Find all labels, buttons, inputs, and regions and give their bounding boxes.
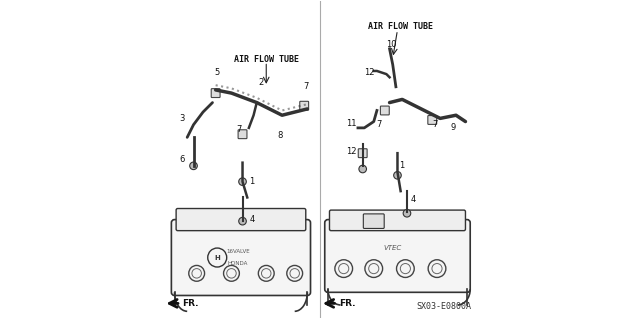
Text: FR.: FR. [339, 299, 355, 308]
Text: 4: 4 [411, 195, 416, 204]
Text: 12: 12 [364, 68, 374, 77]
Circle shape [189, 162, 197, 170]
FancyBboxPatch shape [380, 106, 389, 115]
Text: H: H [214, 255, 220, 261]
FancyBboxPatch shape [358, 149, 367, 158]
Text: 10: 10 [386, 40, 396, 48]
Text: FR.: FR. [182, 299, 199, 308]
Text: VTEC: VTEC [383, 245, 402, 251]
Text: 7: 7 [237, 125, 242, 134]
Text: 6: 6 [180, 155, 185, 164]
Text: 7: 7 [376, 120, 381, 129]
Circle shape [403, 210, 411, 217]
Text: 1: 1 [399, 161, 405, 170]
Text: 9: 9 [450, 123, 456, 132]
Text: 7: 7 [433, 120, 438, 129]
FancyBboxPatch shape [300, 101, 308, 110]
Text: AIR FLOW TUBE: AIR FLOW TUBE [234, 56, 299, 64]
Text: HONDA: HONDA [228, 261, 248, 266]
FancyBboxPatch shape [364, 214, 384, 228]
FancyBboxPatch shape [428, 115, 436, 124]
Text: 12: 12 [346, 147, 357, 156]
FancyBboxPatch shape [238, 130, 247, 139]
FancyBboxPatch shape [172, 219, 310, 295]
Circle shape [359, 165, 367, 173]
Text: 1: 1 [250, 177, 255, 186]
Text: 4: 4 [250, 215, 255, 224]
FancyBboxPatch shape [176, 209, 306, 231]
Text: 7: 7 [303, 82, 308, 91]
FancyBboxPatch shape [324, 219, 470, 292]
Text: AIR FLOW TUBE: AIR FLOW TUBE [368, 22, 433, 31]
FancyBboxPatch shape [330, 210, 465, 231]
Circle shape [394, 172, 401, 179]
Text: 2: 2 [259, 78, 264, 86]
Text: 11: 11 [346, 119, 357, 128]
Circle shape [239, 178, 246, 185]
Text: SX03-E0800A: SX03-E0800A [417, 302, 472, 311]
Text: 16VALVE: 16VALVE [226, 249, 250, 254]
Text: 3: 3 [180, 114, 185, 123]
Circle shape [239, 217, 246, 225]
FancyBboxPatch shape [211, 89, 220, 98]
Text: 8: 8 [278, 131, 283, 140]
Text: 5: 5 [214, 68, 220, 77]
